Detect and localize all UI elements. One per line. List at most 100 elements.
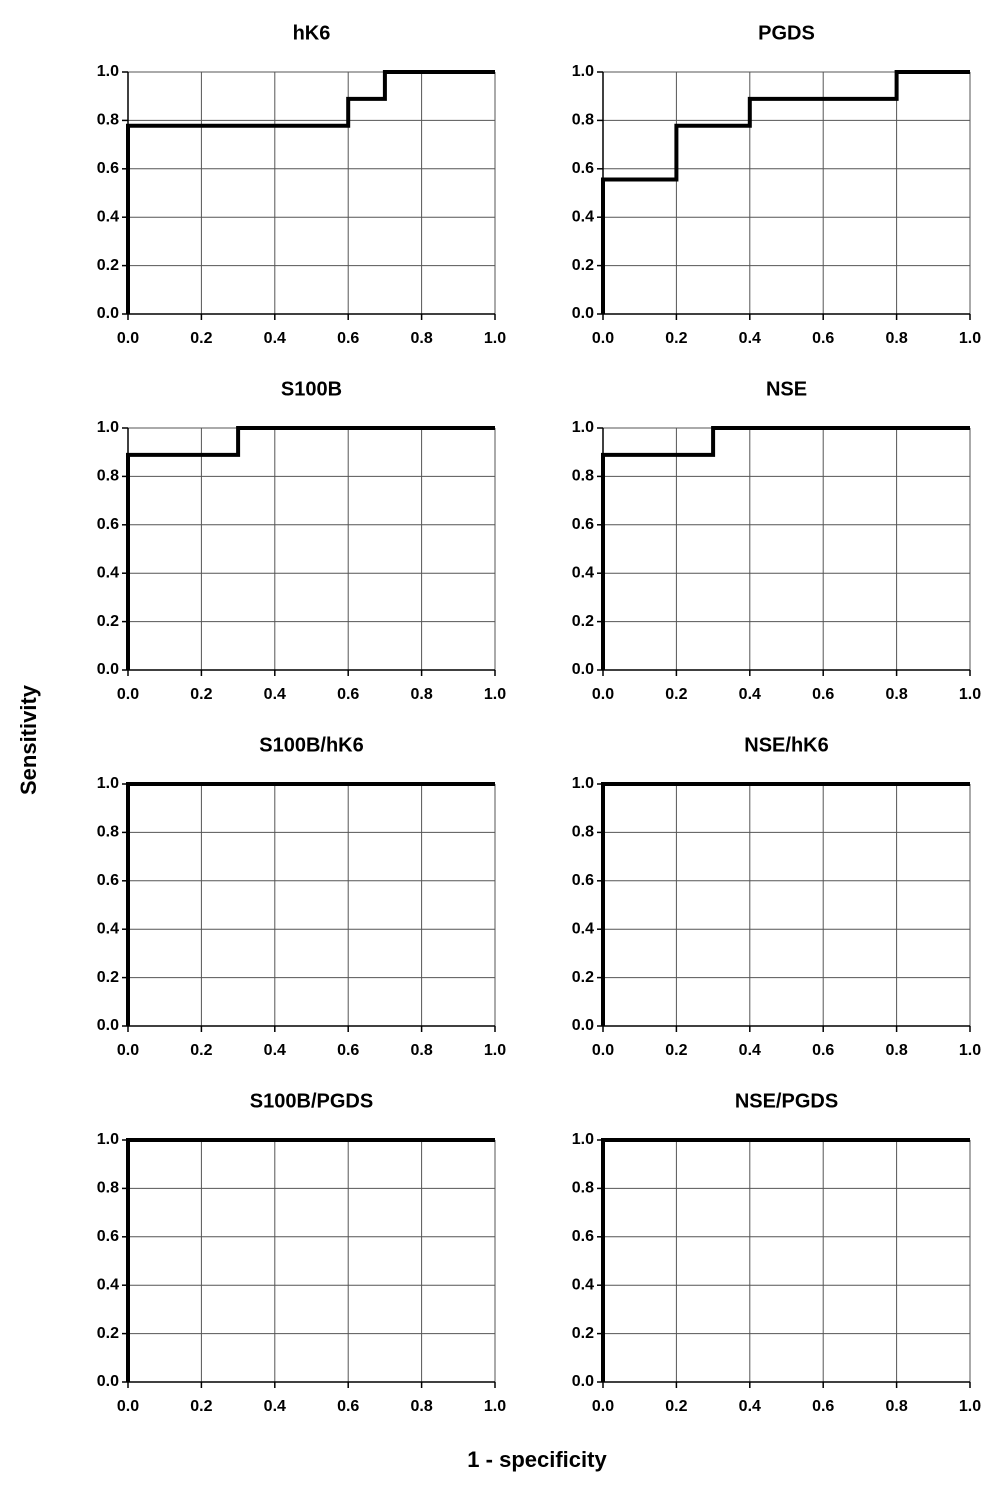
- roc-curve: [601, 70, 970, 314]
- y-tick-label: 0.0: [97, 661, 119, 678]
- chart-title: NSE: [766, 378, 807, 400]
- x-tick-label: 0.8: [885, 1398, 907, 1415]
- y-tick-label: 0.2: [572, 1325, 594, 1342]
- x-tick-label: 0.4: [264, 1398, 286, 1415]
- x-tick-label: 0.4: [264, 686, 286, 703]
- x-tick-label: 1.0: [959, 686, 981, 703]
- x-tick-label: 0.2: [190, 686, 212, 703]
- x-tick-label: 0.0: [592, 330, 614, 347]
- y-tick-label: 0.4: [572, 564, 594, 581]
- y-tick-label: 0.6: [97, 1228, 119, 1245]
- roc-curve: [601, 782, 970, 1026]
- y-tick-label: 0.2: [572, 613, 594, 630]
- y-axis-label: Sensitivity: [16, 684, 41, 795]
- x-tick-label: 0.2: [665, 1398, 687, 1415]
- chart-title: S100B: [281, 378, 342, 400]
- x-tick-label: 0.0: [117, 686, 139, 703]
- y-tick-label: 0.0: [572, 1017, 594, 1034]
- x-tick-label: 0.6: [337, 1398, 359, 1415]
- y-tick-label: 1.0: [572, 419, 594, 436]
- y-tick-label: 0.6: [572, 872, 594, 889]
- x-tick-label: 1.0: [959, 330, 981, 347]
- y-tick-label: 0.8: [572, 112, 594, 129]
- x-tick-label: 0.4: [264, 1042, 286, 1059]
- x-tick-label: 1.0: [484, 1042, 506, 1059]
- y-tick-label: 0.6: [572, 516, 594, 533]
- x-tick-label: 0.8: [410, 330, 432, 347]
- x-tick-label: 0.4: [739, 686, 761, 703]
- x-tick-label: 0.0: [592, 1398, 614, 1415]
- x-tick-label: 0.2: [190, 330, 212, 347]
- y-tick-label: 0.8: [97, 468, 119, 485]
- y-tick-label: 0.4: [97, 1276, 119, 1293]
- x-tick-label: 0.8: [885, 1042, 907, 1059]
- x-tick-label: 0.4: [739, 1042, 761, 1059]
- x-tick-label: 0.6: [337, 330, 359, 347]
- y-tick-label: 0.2: [572, 257, 594, 274]
- x-tick-label: 1.0: [959, 1042, 981, 1059]
- x-tick-label: 0.0: [117, 330, 139, 347]
- x-tick-label: 0.0: [592, 1042, 614, 1059]
- y-tick-label: 1.0: [572, 775, 594, 792]
- y-tick-label: 0.8: [97, 1180, 119, 1197]
- x-tick-label: 0.6: [812, 1398, 834, 1415]
- y-tick-label: 0.8: [572, 824, 594, 841]
- roc-curve: [126, 70, 495, 314]
- roc-curve: [601, 426, 970, 670]
- y-tick-label: 0.2: [97, 613, 119, 630]
- y-tick-label: 1.0: [97, 1131, 119, 1148]
- x-tick-label: 1.0: [484, 330, 506, 347]
- chart-title: S100B/PGDS: [250, 1090, 373, 1112]
- y-tick-label: 0.0: [572, 1373, 594, 1390]
- x-tick-label: 0.6: [812, 330, 834, 347]
- y-tick-label: 0.2: [572, 969, 594, 986]
- x-tick-label: 0.2: [665, 1042, 687, 1059]
- y-tick-label: 1.0: [572, 1131, 594, 1148]
- x-tick-label: 0.6: [812, 1042, 834, 1059]
- y-tick-label: 0.0: [572, 305, 594, 322]
- x-tick-label: 0.8: [410, 1398, 432, 1415]
- x-tick-label: 0.2: [665, 330, 687, 347]
- y-tick-label: 0.0: [97, 1017, 119, 1034]
- y-tick-label: 1.0: [572, 63, 594, 80]
- y-tick-label: 0.8: [97, 824, 119, 841]
- x-tick-label: 0.0: [117, 1398, 139, 1415]
- x-tick-label: 1.0: [484, 686, 506, 703]
- y-tick-label: 0.8: [572, 468, 594, 485]
- roc-curve: [126, 1138, 495, 1382]
- y-tick-label: 0.0: [572, 661, 594, 678]
- y-tick-label: 1.0: [97, 419, 119, 436]
- y-tick-label: 0.6: [572, 160, 594, 177]
- y-tick-label: 0.0: [97, 305, 119, 322]
- x-tick-label: 0.2: [190, 1042, 212, 1059]
- chart-title: S100B/hK6: [259, 734, 364, 756]
- y-tick-label: 0.8: [97, 112, 119, 129]
- y-tick-label: 0.4: [97, 208, 119, 225]
- x-tick-label: 0.8: [410, 1042, 432, 1059]
- roc-curve: [601, 1138, 970, 1382]
- chart-title: hK6: [293, 22, 331, 44]
- x-tick-label: 0.6: [812, 686, 834, 703]
- y-tick-label: 0.4: [572, 920, 594, 937]
- x-tick-label: 1.0: [959, 1398, 981, 1415]
- x-tick-label: 1.0: [484, 1398, 506, 1415]
- y-tick-label: 0.6: [572, 1228, 594, 1245]
- y-tick-label: 0.6: [97, 872, 119, 889]
- x-tick-label: 0.4: [739, 330, 761, 347]
- roc-curve: [126, 782, 495, 1026]
- y-tick-label: 1.0: [97, 775, 119, 792]
- y-tick-label: 0.2: [97, 969, 119, 986]
- chart-title: NSE/hK6: [744, 734, 828, 756]
- y-tick-label: 0.4: [572, 1276, 594, 1293]
- x-tick-label: 0.0: [592, 686, 614, 703]
- y-tick-label: 0.4: [97, 564, 119, 581]
- x-tick-label: 0.0: [117, 1042, 139, 1059]
- y-tick-label: 0.0: [97, 1373, 119, 1390]
- y-tick-label: 0.2: [97, 257, 119, 274]
- x-tick-label: 0.8: [410, 686, 432, 703]
- y-tick-label: 0.8: [572, 1180, 594, 1197]
- x-tick-label: 0.6: [337, 686, 359, 703]
- x-axis-label: 1 - specificity: [467, 1447, 607, 1472]
- y-tick-label: 0.2: [97, 1325, 119, 1342]
- y-tick-label: 0.4: [97, 920, 119, 937]
